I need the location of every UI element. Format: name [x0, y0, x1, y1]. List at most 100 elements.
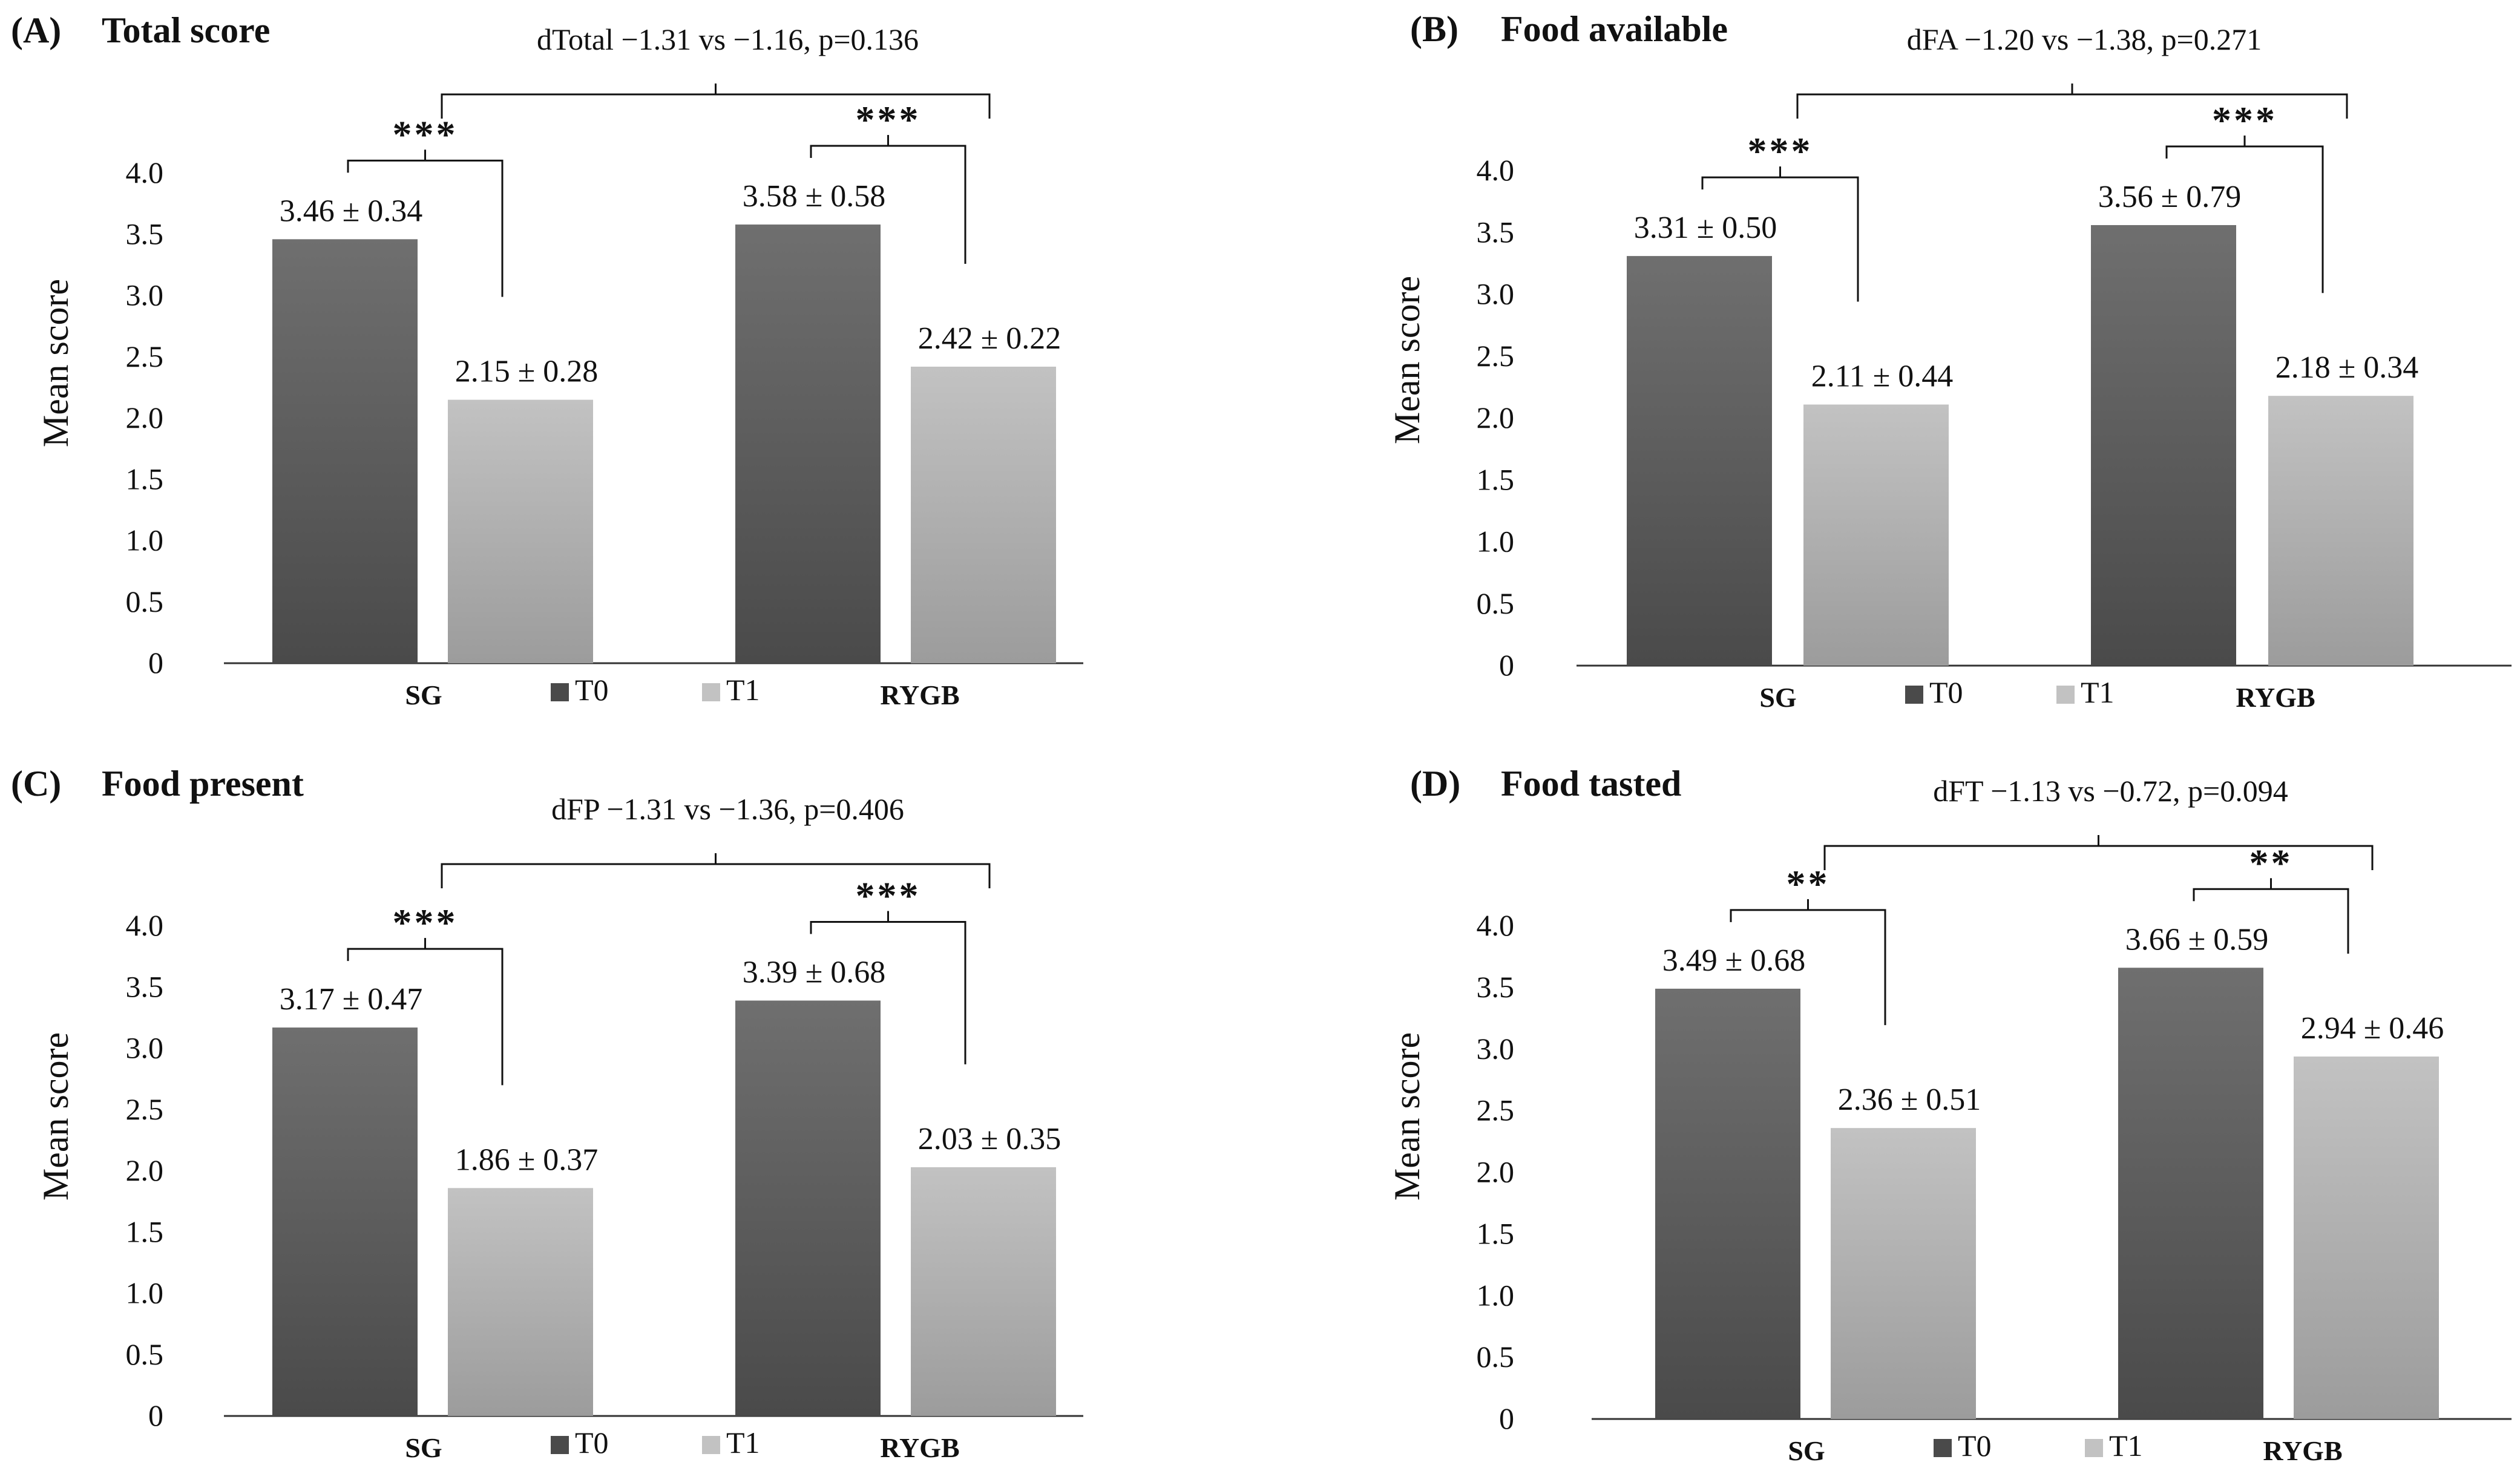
panel-d-bar-sg-t1: [1831, 1128, 1976, 1419]
panel-b-legend-label: T1: [2081, 675, 2115, 709]
panel-b-value-label: 2.18 ± 0.34: [2276, 350, 2419, 385]
panel-c-value-label: 3.17 ± 0.47: [280, 982, 423, 1017]
panel-a-y-tick: 0: [148, 646, 163, 680]
panel-d-legend-swatch-t0: [1934, 1439, 1952, 1457]
panel-b-bar-sg-t0: [1627, 256, 1772, 666]
panel-a-comparison-label: dTotal −1.31 vs −1.16, p=0.136: [537, 22, 919, 56]
panel-b-legend-swatch-t0: [1905, 686, 1923, 704]
panel-b-y-tick: 0: [1499, 648, 1514, 682]
panel-c-sig-stars-rygb: ***: [856, 874, 921, 917]
panel-d-bar-sg-t0: [1655, 988, 1800, 1419]
panel-b-value-label: 3.56 ± 0.79: [2098, 180, 2242, 214]
panel-a-category-sg: SG: [405, 680, 442, 710]
panel-a-chart: (A) Total score Mean score 0 0.5 1.0 1.5 2.0 2.5…: [11, 10, 1083, 710]
panel-c-y-tick: 3.5: [126, 969, 164, 1003]
panel-d-y-tick: 2.5: [1477, 1093, 1515, 1127]
panel-a-y-tick: 3.5: [126, 217, 164, 251]
panel-b-legend-label: T0: [1929, 675, 1963, 709]
panel-c-legend-label: T0: [575, 1426, 609, 1460]
panel-c-y-tick: 4.0: [126, 908, 164, 942]
panel-d-y-tick: 1.0: [1477, 1278, 1515, 1312]
panel-d-bar-rygb-t0: [2118, 968, 2263, 1419]
panel-d-y-tick: 0.5: [1477, 1340, 1515, 1374]
panel-a-legend-label: T1: [726, 673, 760, 707]
panel-b-bar-sg-t1: [1803, 404, 1949, 666]
panel-a-y-tick: 4.0: [126, 156, 164, 189]
panel-b-value-label: 2.11 ± 0.44: [1811, 359, 1954, 394]
panel-a-value-label: 3.46 ± 0.34: [280, 194, 423, 228]
panel-b-y-tick: 2.0: [1477, 401, 1515, 434]
panel-c-y-tick: 0.5: [126, 1337, 164, 1371]
panel-b-sig-stars-rygb: ***: [2212, 99, 2277, 142]
panel-a-bar-sg-t0: [272, 239, 418, 664]
panel-c-category-sg: SG: [405, 1432, 442, 1463]
panel-c-bar-sg-t1: [448, 1188, 593, 1416]
panel-a-y-tick: 2.5: [126, 339, 164, 373]
panel-d-title: Food tasted: [1501, 764, 1681, 804]
panel-a-sig-stars-rygb: ***: [856, 98, 921, 141]
panel-c-bar-rygb-t0: [735, 1000, 881, 1416]
panel-b-y-tick: 4.0: [1477, 153, 1515, 187]
panel-a-bar-rygb-t1: [911, 366, 1056, 663]
panel-d-letter: (D): [1410, 764, 1460, 804]
panel-a-y-tick: 0.5: [126, 585, 164, 618]
panel-b-y-tick: 1.5: [1477, 462, 1515, 496]
panel-c-bar-sg-t0: [272, 1027, 418, 1416]
panel-a-value-label: 3.58 ± 0.58: [743, 179, 886, 214]
panel-b-bar-rygb-t0: [2091, 224, 2236, 666]
panel-c-y-tick: 1.0: [126, 1276, 164, 1310]
panel-a-y-tick: 2.0: [126, 401, 164, 434]
panel-b-category-rygb: RYGB: [2236, 682, 2315, 713]
panel-c-value-label: 1.86 ± 0.37: [455, 1142, 599, 1177]
panel-d-sig-bracket-rygb: [2193, 888, 2349, 954]
panel-a-bar-sg-t1: [448, 399, 593, 663]
panel-a-bar-rygb-t0: [735, 224, 881, 663]
panel-d-value-label: 2.94 ± 0.46: [2301, 1011, 2444, 1046]
panel-d-legend-label: T0: [1958, 1429, 1992, 1463]
panel-c-comparison-label: dFP −1.31 vs −1.36, p=0.406: [551, 792, 904, 826]
panel-c-y-axis-label: Mean score: [36, 1032, 76, 1201]
panel-b-letter: (B): [1410, 9, 1459, 49]
panel-a-y-tick: 3.0: [126, 278, 164, 312]
panel-c-y-tick: 3.0: [126, 1031, 164, 1065]
panel-c-legend-swatch-t1: [702, 1436, 720, 1454]
panel-b-bar-rygb-t1: [2268, 396, 2413, 666]
panel-c-sig-stars-sg: ***: [393, 901, 458, 944]
panel-d-bar-rygb-t1: [2294, 1056, 2439, 1419]
panel-a-sig-stars-sg: ***: [393, 113, 458, 156]
panel-a-y-axis-label: Mean score: [36, 279, 76, 447]
panel-d-legend-label: T1: [2109, 1429, 2143, 1463]
panel-c-value-label: 2.03 ± 0.35: [918, 1122, 1061, 1156]
panel-d-value-label: 3.49 ± 0.68: [1662, 943, 1806, 978]
panel-b-chart: (B) Food available Mean score 0 0.5 1.0 1.5 2.0…: [1387, 9, 2512, 713]
panel-b-comparison-label: dFA −1.20 vs −1.38, p=0.271: [1907, 22, 2262, 56]
panel-c-y-tick: 2.5: [126, 1092, 164, 1126]
panel-b-category-sg: SG: [1759, 682, 1796, 713]
panel-c-category-rygb: RYGB: [880, 1432, 959, 1463]
panel-c-title: Food present: [102, 764, 304, 804]
panel-a-y-tick: 1.5: [126, 462, 164, 496]
panel-b-y-axis-label: Mean score: [1387, 276, 1427, 444]
panel-a-legend-swatch-t0: [551, 683, 569, 701]
panel-d-legend-swatch-t1: [2085, 1439, 2103, 1457]
panel-c-value-label: 3.39 ± 0.68: [743, 955, 886, 990]
panel-a-legend-label: T0: [575, 673, 609, 707]
panel-b-value-label: 3.31 ± 0.50: [1634, 211, 1777, 245]
panel-b-y-tick: 2.5: [1477, 339, 1515, 373]
panel-a-value-label: 2.42 ± 0.22: [918, 321, 1061, 356]
panel-c-y-tick: 2.0: [126, 1153, 164, 1187]
panel-d-y-tick: 0: [1499, 1401, 1514, 1435]
panel-d-y-tick: 3.5: [1477, 970, 1515, 1004]
panel-d-category-sg: SG: [1788, 1435, 1825, 1466]
panel-d-chart: (D) Food tasted Mean score 0 0.5 1.0 1.5 2.0 2.5…: [1387, 764, 2512, 1466]
panel-d-sig-stars-rygb: **: [2249, 841, 2293, 884]
panel-b-y-tick: 1.0: [1477, 525, 1515, 559]
panel-c-y-tick: 1.5: [126, 1214, 164, 1248]
panel-d-y-tick: 3.0: [1477, 1032, 1515, 1066]
panel-d-y-axis-label: Mean score: [1387, 1032, 1427, 1201]
panel-b-y-tick: 3.5: [1477, 215, 1515, 249]
panel-b-y-tick: 0.5: [1477, 586, 1515, 620]
panel-d-category-rygb: RYGB: [2263, 1435, 2342, 1466]
panel-b-sig-stars-sg: ***: [1748, 129, 1813, 172]
